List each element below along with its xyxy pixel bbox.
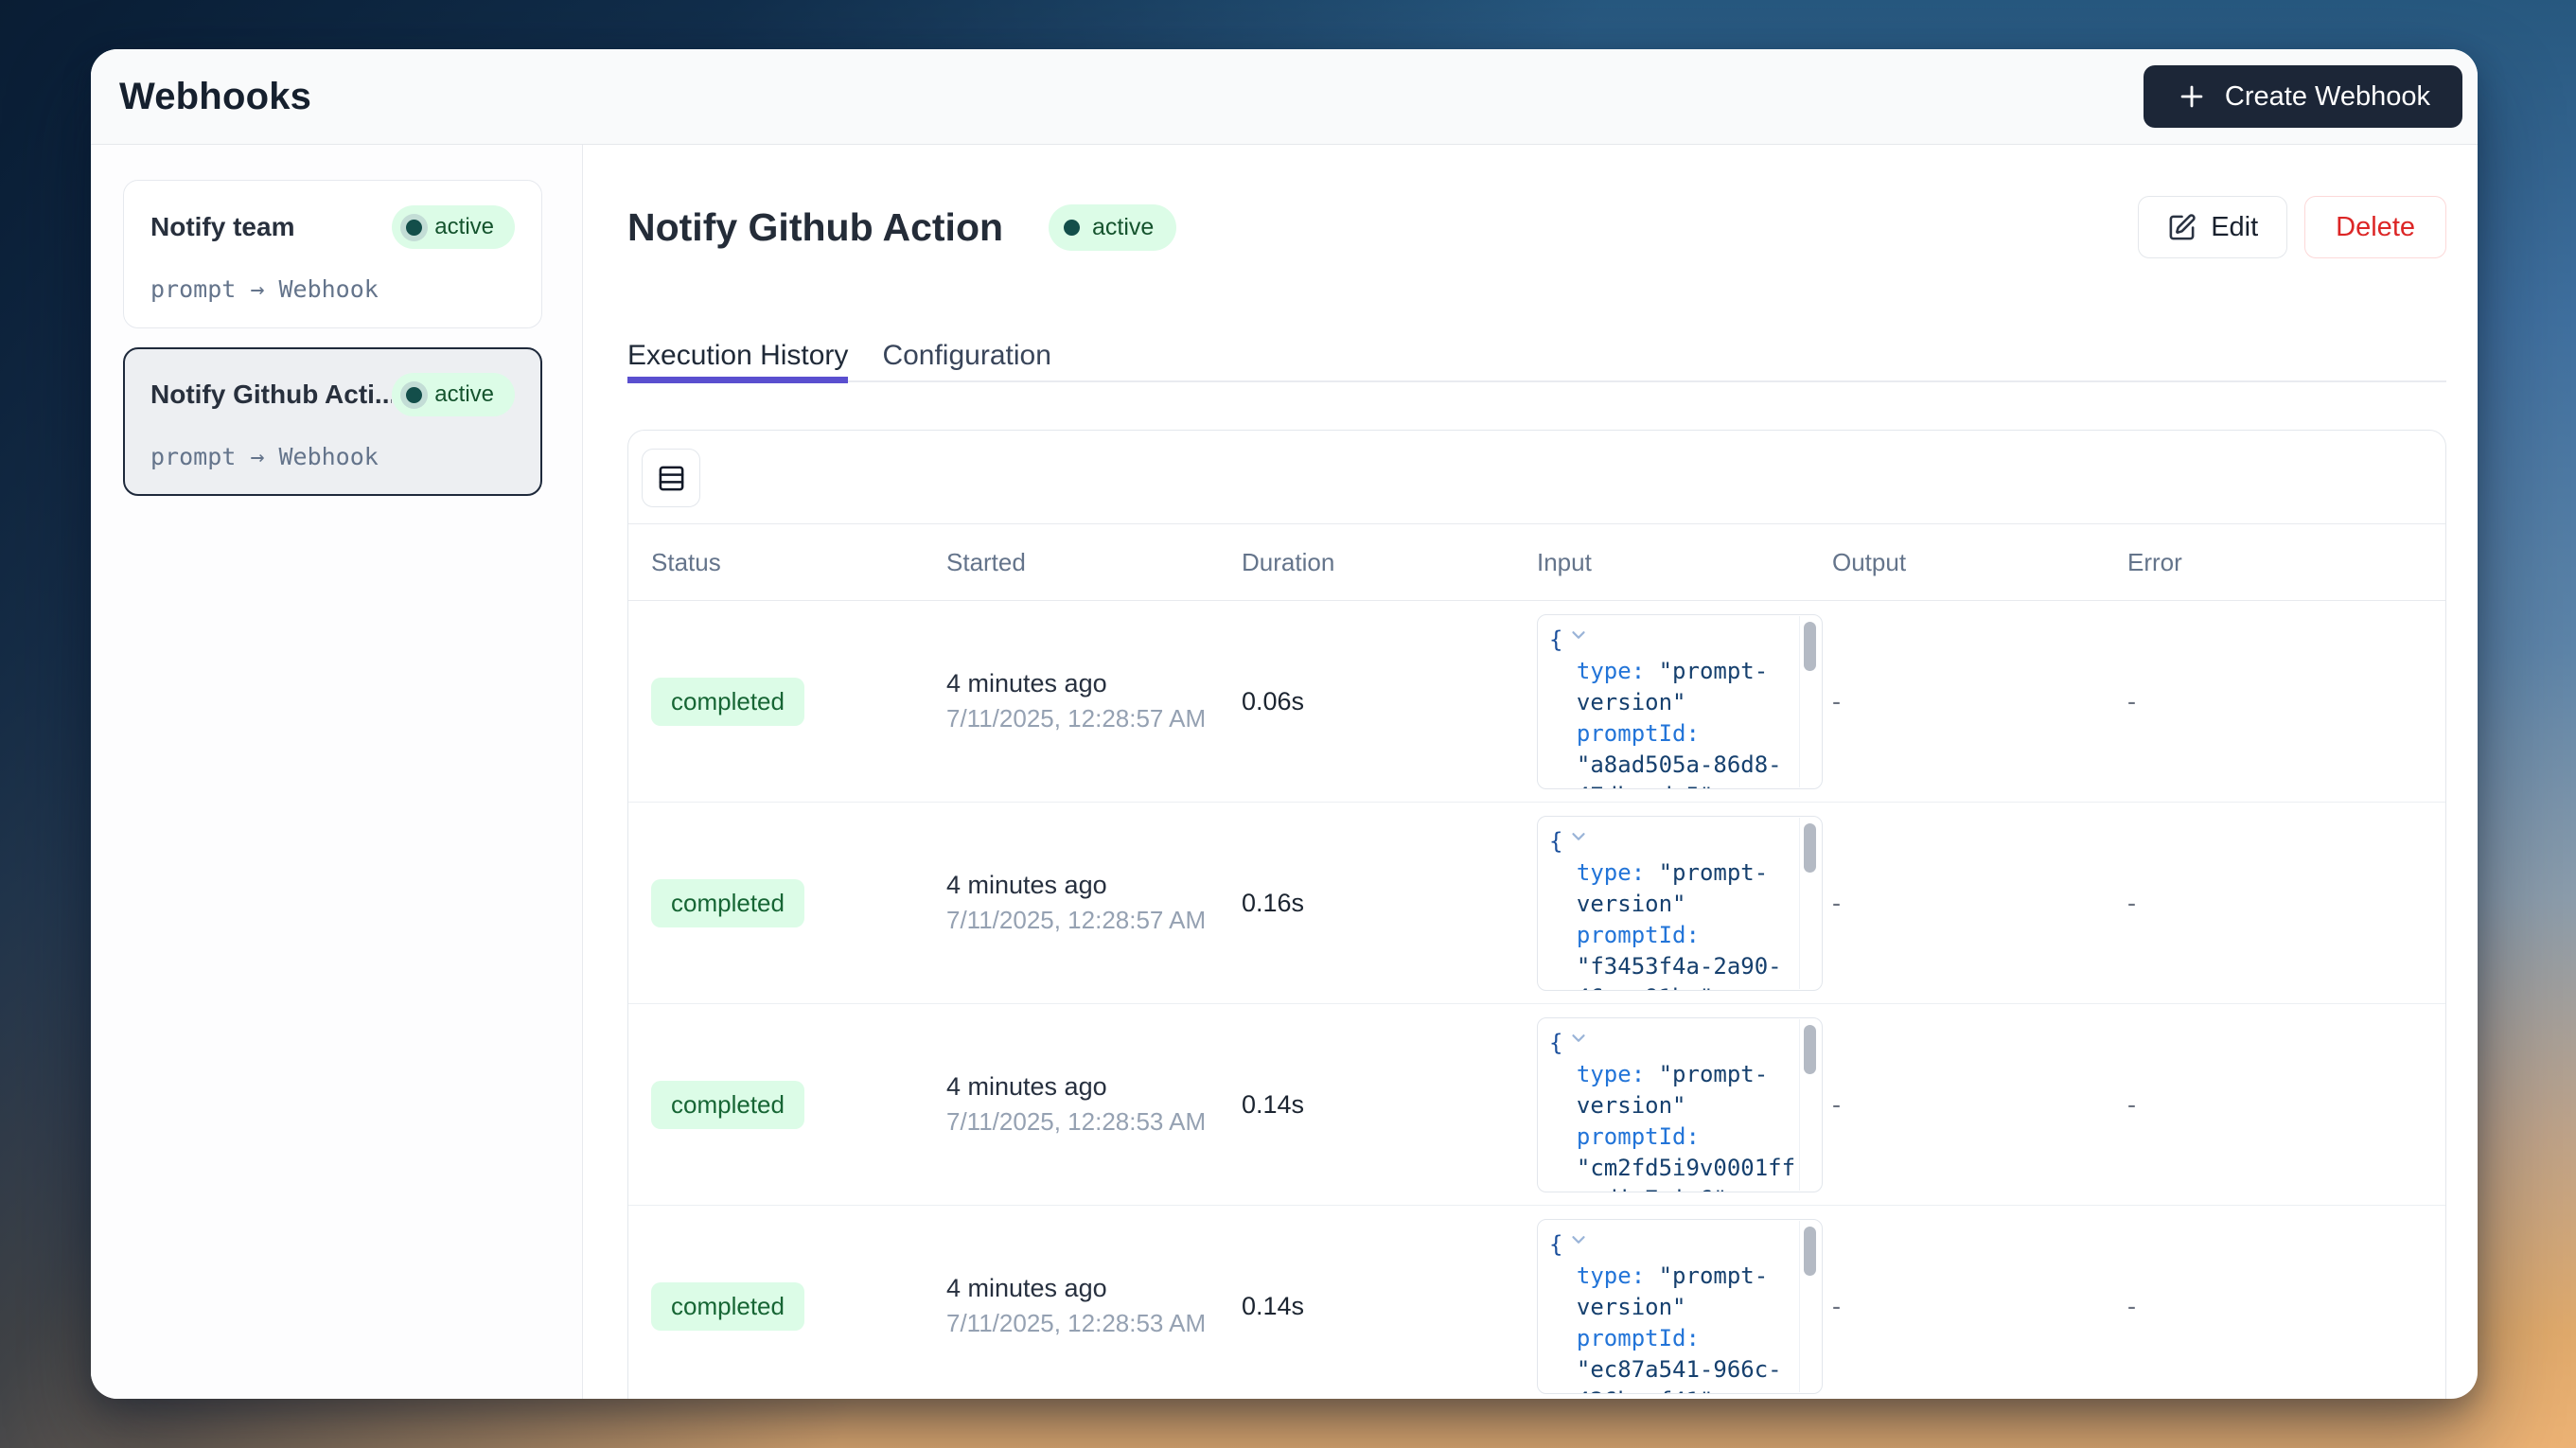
status-badge: completed bbox=[651, 878, 804, 927]
status-dot-icon bbox=[406, 219, 423, 236]
started-relative: 4 minutes ago bbox=[946, 1274, 1107, 1302]
create-webhook-button[interactable]: Create Webhook bbox=[2143, 65, 2462, 128]
webhook-list: Notify team active prompt → Webhook Noti… bbox=[123, 180, 542, 496]
table-row: completed 4 minutes ago 7/11/2025, 12:28… bbox=[628, 1206, 2445, 1399]
sidebar-webhook-item[interactable]: Notify Github Acti... active prompt → We… bbox=[123, 347, 542, 496]
tab-configuration[interactable]: Configuration bbox=[882, 340, 1051, 371]
rows-icon bbox=[657, 464, 686, 493]
delete-button[interactable]: Delete bbox=[2304, 196, 2446, 258]
table-body: completed 4 minutes ago 7/11/2025, 12:28… bbox=[628, 601, 2445, 1399]
input-json-viewer[interactable]: { type: "prompt-version" promptId: "cm2fd… bbox=[1537, 1016, 1823, 1192]
page-title: Webhooks bbox=[119, 75, 312, 117]
column-header-output: Output bbox=[1832, 547, 1907, 576]
webhook-name: Notify team bbox=[150, 212, 295, 241]
json-scrollbar-thumb[interactable] bbox=[1804, 822, 1816, 873]
row-height-button[interactable] bbox=[642, 449, 700, 507]
started-absolute: 7/11/2025, 12:28:53 AM bbox=[946, 1309, 1207, 1337]
json-scrollbar-thumb[interactable] bbox=[1804, 1226, 1816, 1276]
json-scrollbar-thumb[interactable] bbox=[1804, 621, 1816, 671]
json-open-brace: { bbox=[1549, 626, 1563, 653]
json-open-brace: { bbox=[1549, 1029, 1563, 1056]
status-badge: active bbox=[392, 205, 515, 249]
started-absolute: 7/11/2025, 12:28:53 AM bbox=[946, 1107, 1207, 1136]
column-header-duration: Duration bbox=[1242, 547, 1335, 576]
status-badge: active bbox=[392, 373, 515, 416]
chevron-down-icon[interactable] bbox=[1568, 824, 1589, 856]
webhook-name: Notify Github Acti... bbox=[150, 380, 393, 409]
output-value: - bbox=[1832, 888, 1841, 917]
create-webhook-label: Create Webhook bbox=[2224, 80, 2430, 112]
duration-value: 0.14s bbox=[1242, 1089, 1305, 1119]
column-header-input: Input bbox=[1537, 547, 1592, 576]
duration-value: 0.16s bbox=[1242, 888, 1305, 917]
input-json-viewer[interactable]: { type: "prompt-version" promptId: "ec87a… bbox=[1537, 1218, 1823, 1394]
json-open-brace: { bbox=[1549, 1230, 1563, 1258]
detail-header: Notify Github Action active Edit bbox=[627, 196, 2446, 258]
table-row: completed 4 minutes ago 7/11/2025, 12:28… bbox=[628, 803, 2445, 1004]
started-relative: 4 minutes ago bbox=[946, 1072, 1107, 1101]
output-value: - bbox=[1832, 686, 1841, 715]
input-json-viewer[interactable]: { type: "prompt-version" promptId: "f3453… bbox=[1537, 815, 1823, 991]
chevron-down-icon[interactable] bbox=[1568, 1227, 1589, 1259]
table-toolbar bbox=[628, 431, 2445, 524]
started-relative: 4 minutes ago bbox=[946, 871, 1107, 899]
status-label: active bbox=[434, 214, 494, 239]
started-relative: 4 minutes ago bbox=[946, 669, 1107, 698]
input-json-viewer[interactable]: { type: "prompt-version" promptId: "a8ad5… bbox=[1537, 613, 1823, 789]
webhook-title: Notify Github Action bbox=[627, 205, 1004, 249]
status-badge: completed bbox=[651, 677, 804, 726]
duration-value: 0.06s bbox=[1242, 686, 1305, 715]
status-label: active bbox=[434, 381, 494, 407]
status-badge: completed bbox=[651, 1281, 804, 1331]
json-scrollbar[interactable] bbox=[1799, 615, 1821, 787]
webhook-sidebar: Notify team active prompt → Webhook Noti… bbox=[91, 145, 583, 1399]
error-value: - bbox=[2127, 1291, 2136, 1320]
json-scrollbar[interactable] bbox=[1799, 817, 1821, 989]
detail-actions: Edit Delete bbox=[2138, 196, 2446, 258]
output-value: - bbox=[1832, 1291, 1841, 1320]
duration-value: 0.14s bbox=[1242, 1291, 1305, 1320]
status-dot-icon bbox=[406, 386, 423, 403]
execution-table-card: Status Started Duration Input Output Error co… bbox=[627, 430, 2446, 1399]
edit-pencil-icon bbox=[2167, 213, 2197, 242]
status-label: active bbox=[1092, 213, 1155, 240]
json-scrollbar[interactable] bbox=[1799, 1018, 1821, 1191]
webhook-route: prompt → Webhook bbox=[150, 443, 379, 470]
status-dot-icon bbox=[1064, 219, 1081, 236]
json-scrollbar-thumb[interactable] bbox=[1804, 1024, 1816, 1074]
tab-execution-history[interactable]: Execution History bbox=[627, 338, 849, 383]
webhook-detail: Notify Github Action active Edit bbox=[583, 145, 2478, 1399]
delete-label: Delete bbox=[2336, 211, 2415, 242]
status-badge: completed bbox=[651, 1080, 804, 1129]
column-header-started: Started bbox=[946, 547, 1026, 576]
column-header-status: Status bbox=[651, 547, 721, 576]
top-bar: Webhooks Create Webhook bbox=[91, 49, 2478, 145]
sidebar-webhook-item[interactable]: Notify team active prompt → Webhook bbox=[123, 180, 542, 328]
json-open-brace: { bbox=[1549, 827, 1563, 855]
table-row: completed 4 minutes ago 7/11/2025, 12:28… bbox=[628, 1004, 2445, 1206]
chevron-down-icon[interactable] bbox=[1568, 623, 1589, 654]
table-header-row: Status Started Duration Input Output Error bbox=[628, 524, 2445, 601]
detail-tabs: Execution History Configuration bbox=[627, 338, 2446, 383]
json-scrollbar[interactable] bbox=[1799, 1220, 1821, 1392]
error-value: - bbox=[2127, 888, 2136, 917]
started-absolute: 7/11/2025, 12:28:57 AM bbox=[946, 704, 1207, 733]
output-value: - bbox=[1832, 1089, 1841, 1119]
column-header-error: Error bbox=[2127, 547, 2182, 576]
error-value: - bbox=[2127, 686, 2136, 715]
started-absolute: 7/11/2025, 12:28:57 AM bbox=[946, 906, 1207, 934]
plus-icon bbox=[2176, 80, 2208, 113]
chevron-down-icon[interactable] bbox=[1568, 1026, 1589, 1057]
error-value: - bbox=[2127, 1089, 2136, 1119]
edit-label: Edit bbox=[2211, 211, 2259, 242]
edit-button[interactable]: Edit bbox=[2138, 196, 2288, 258]
table-row: completed 4 minutes ago 7/11/2025, 12:28… bbox=[628, 601, 2445, 803]
status-badge: active bbox=[1049, 203, 1177, 251]
webhooks-window: Webhooks Create Webhook Notify team acti… bbox=[91, 49, 2478, 1399]
webhook-route: prompt → Webhook bbox=[150, 275, 379, 303]
